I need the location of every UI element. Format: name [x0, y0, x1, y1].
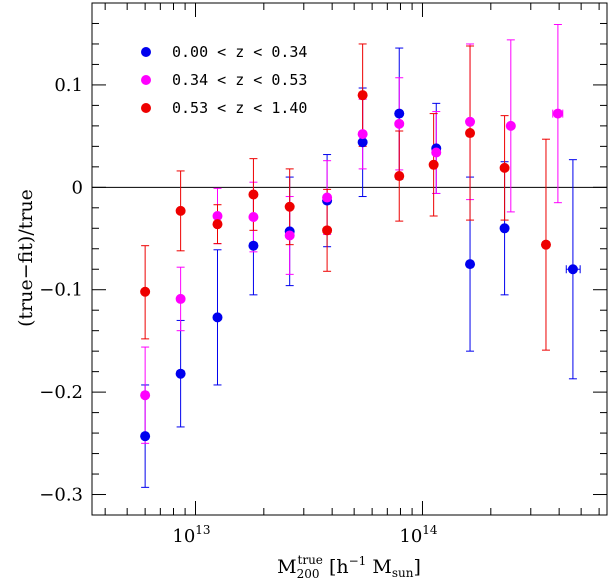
data-point	[499, 162, 510, 173]
plot-frame	[91, 2, 608, 516]
y-tick-label: 0.1	[54, 75, 83, 96]
legend-label: 0.00 < z < 0.34	[172, 43, 307, 61]
data-point	[394, 108, 405, 119]
legend-marker	[141, 103, 151, 113]
x-label-close: ]	[413, 556, 420, 578]
legend: 0.00 < z < 0.34 0.34 < z < 0.53 0.53 < z <…	[141, 43, 307, 117]
data-point	[505, 120, 516, 131]
x-label-sub: 200	[297, 567, 320, 581]
data-point	[431, 147, 442, 158]
data-point	[567, 264, 578, 275]
x-label-base: M	[277, 556, 296, 578]
data-point	[465, 128, 476, 139]
data-point	[322, 225, 333, 236]
x-tick-label: 1014	[399, 523, 438, 547]
y-axis-label: (true−fit)/true	[15, 189, 37, 327]
data-point	[212, 312, 223, 323]
y-tick-label: −0.2	[39, 382, 83, 403]
data-point	[357, 90, 368, 101]
data-point	[140, 286, 151, 297]
y-tick-labels: −0.3 −0.2 −0.1 0 0.1	[39, 75, 83, 506]
legend-marker	[141, 47, 151, 57]
data-point	[284, 201, 295, 212]
data-point	[248, 189, 259, 200]
legend-label: 0.53 < z < 1.40	[172, 99, 307, 117]
data-point	[465, 116, 476, 127]
data-point	[394, 118, 405, 129]
data-point	[284, 230, 295, 241]
x-label-exp: −1	[349, 554, 367, 568]
x-label-sup: true	[298, 553, 323, 567]
y-tick-label: −0.3	[39, 485, 83, 506]
data-point	[175, 293, 186, 304]
x-label-open: [h	[323, 556, 349, 578]
data-point	[540, 239, 551, 250]
data-point	[428, 159, 439, 170]
data-point	[140, 390, 151, 401]
x-axis-label: M200true [h−1 Msun]	[277, 553, 421, 581]
data-point	[212, 210, 223, 221]
data-point	[357, 137, 368, 148]
x-tick-labels: 1013 1014	[172, 523, 438, 547]
data-point	[394, 171, 405, 182]
data-point	[499, 223, 510, 234]
data-point	[248, 240, 259, 251]
y-tick-label: −0.1	[39, 280, 83, 301]
y-tick-label: 0	[72, 177, 83, 198]
legend-label: 0.34 < z < 0.53	[172, 71, 307, 89]
data-point	[465, 259, 476, 270]
data-points	[140, 90, 578, 442]
x-label-unit-sub: sun	[392, 566, 414, 580]
legend-marker	[141, 75, 151, 85]
data-point	[212, 219, 223, 230]
data-point	[248, 212, 259, 223]
data-point	[140, 431, 151, 442]
x-label-mid: M	[366, 556, 392, 578]
data-point	[357, 129, 368, 140]
data-point	[175, 205, 186, 216]
data-point	[322, 192, 333, 203]
axis-ticks	[92, 2, 607, 516]
data-point	[552, 108, 563, 119]
data-point	[175, 368, 186, 379]
x-tick-label: 1013	[172, 523, 210, 547]
